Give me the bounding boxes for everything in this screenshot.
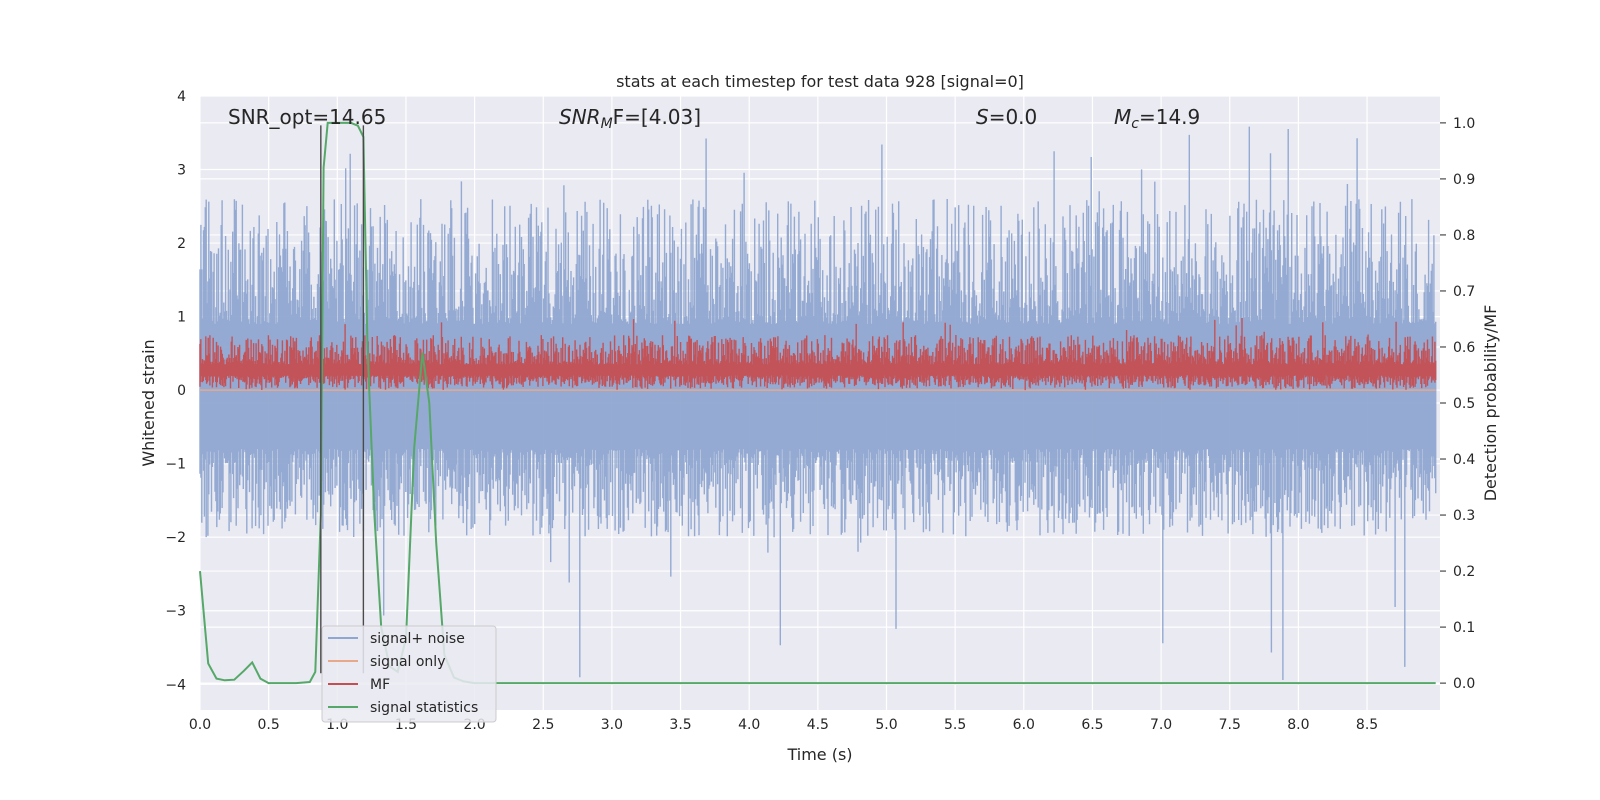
y-tick-label: 3 [177,163,186,179]
annotation-mc-base: M [1114,105,1131,129]
y2-tick-label: 0.4 [1453,452,1475,468]
annotation-snr-mf-base: SNR [559,105,601,129]
legend-label-mf: MF [370,677,390,693]
legend-label-signal-noise: signal+ noise [370,631,465,647]
legend-label-signal-statistics: signal statistics [370,700,478,716]
x-tick-label: 5.5 [944,717,966,733]
legend-box [321,625,497,723]
x-tick-label: 2.5 [532,717,554,733]
x-tick-label: 0.0 [189,717,211,733]
annotation-snr-mf-sub: M [601,116,613,132]
x-tick-label: 6.0 [1013,717,1035,733]
y2-tick-label: 0.9 [1453,172,1475,188]
x-tick-label: 7.0 [1150,717,1172,733]
y-tick-label: 2 [177,236,186,252]
annotation-mc-value: Mc=14.9 [1114,105,1200,132]
x-tick-label: 4.0 [738,717,760,733]
x-tick-label: 4.5 [807,717,829,733]
y-tick-label: −3 [165,604,186,620]
series-signal-statistics [199,121,1436,685]
x-tick-label: 3.5 [669,717,691,733]
chart-title: stats at each timestep for test data 928… [616,72,1024,91]
series-mf [199,318,1437,391]
x-tick-label: 8.5 [1356,717,1378,733]
legend-label-signal-only: signal only [370,654,445,670]
y2-axis-label: Detection probability/MF [1481,305,1500,502]
tick-layer: 0.0 0.5 1.0 1.5 2.0 2.5 3.0 3.5 4.0 4.5 5.0 5.5 6.0 6… [165,89,1475,733]
y2-tick-label: 1.0 [1453,116,1475,132]
y2-tick-label: 0.5 [1453,396,1475,412]
annotation-mc-sub: c [1131,116,1139,132]
marker-layer [320,125,365,674]
annotation-snr-opt: SNR_opt=14.65 [228,105,386,129]
x-tick-label: 8.0 [1287,717,1309,733]
y2-tick-label: 0.1 [1453,620,1475,636]
y2-tick-label: 0.7 [1453,284,1475,300]
y-tick-label: −2 [165,530,186,546]
y2-tick-label: 0.3 [1453,508,1475,524]
annotation-s-value: S=0.0 [976,105,1037,129]
annotation-s-rest: =0.0 [989,105,1038,129]
annotation-snr-mf: SNRMF=[4.03] [559,105,701,132]
x-tick-label: 0.5 [258,717,280,733]
y-tick-label: 4 [177,89,186,105]
x-tick-label: 7.5 [1219,717,1241,733]
y-axis-label: Whitened strain [139,339,158,466]
x-axis-label: Time (s) [786,745,852,764]
x-tick-label: 5.0 [875,717,897,733]
y2-tick-label: 0.6 [1453,340,1475,356]
y-tick-label: −1 [165,457,186,473]
y-tick-label: −4 [165,677,186,693]
y-tick-label: 0 [177,383,186,399]
x-tick-label: 3.0 [601,717,623,733]
x-tick-label: 6.5 [1081,717,1103,733]
annotation-s-base: S [976,105,989,129]
series-layer [199,121,1437,685]
annotation-snr-mf-rest: F=[4.03] [613,105,701,129]
y2-tick-label: 0.2 [1453,564,1475,580]
y-tick-label: 1 [177,310,186,326]
y2-tick-label: 0.0 [1453,676,1475,692]
y2-tick-label: 0.8 [1453,228,1475,244]
annotation-mc-rest: =14.9 [1139,105,1200,129]
legend: signal+ noise signal only MF signal stat… [321,625,497,723]
